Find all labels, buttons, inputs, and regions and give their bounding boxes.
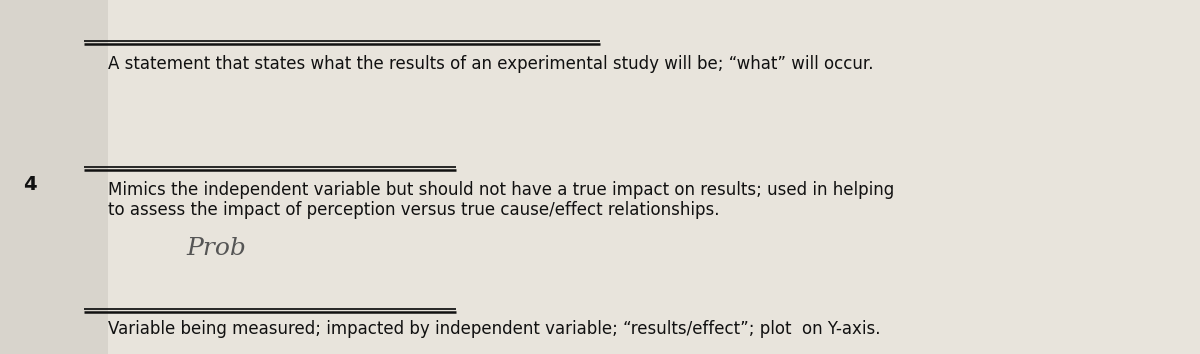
Text: A statement that states what the results of an experimental study will be; “what: A statement that states what the results… — [108, 55, 874, 73]
Text: Prob: Prob — [186, 237, 246, 260]
Bar — [0, 0, 108, 354]
Text: Variable being measured; impacted by independent variable; “results/effect”; plo: Variable being measured; impacted by ind… — [108, 320, 881, 338]
Text: Mimics the independent variable but should not have a true impact on results; us: Mimics the independent variable but shou… — [108, 181, 894, 219]
Text: 4: 4 — [23, 175, 37, 194]
